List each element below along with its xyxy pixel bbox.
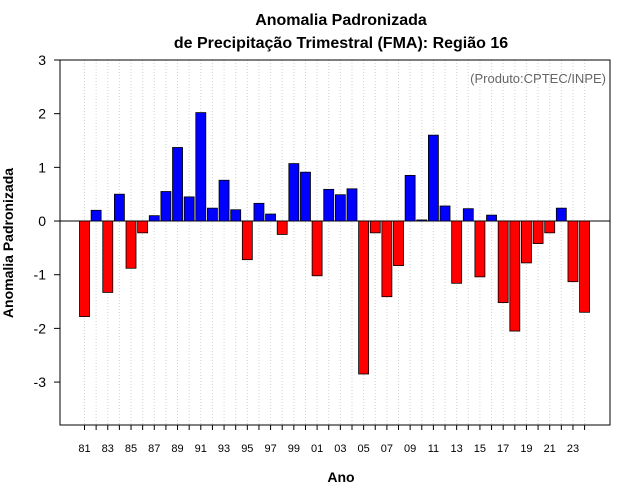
bar-23 [567, 220, 579, 283]
bar-84 [113, 193, 125, 222]
x-tick-label: 93 [218, 443, 230, 455]
x-tick-label: 03 [334, 443, 346, 455]
bar-89 [172, 147, 183, 222]
bar-15 [474, 220, 486, 278]
x-tick-label: 09 [404, 443, 416, 455]
x-tick-label: 01 [311, 443, 323, 455]
x-tick-label: 91 [195, 443, 207, 455]
chart-title: Anomalia Padronizada [255, 12, 427, 29]
bar-13 [451, 220, 463, 284]
bar-92 [207, 207, 218, 222]
bar-20 [532, 220, 544, 244]
y-tick-label: 2 [38, 106, 46, 122]
y-tick-label: -2 [34, 320, 47, 336]
x-tick-label: 23 [567, 443, 579, 455]
bar-87 [148, 215, 160, 222]
bars [79, 112, 590, 375]
bar-83 [102, 220, 114, 293]
x-tick-label: 05 [357, 443, 369, 455]
y-tick-label: -3 [34, 374, 47, 390]
plot-frame [59, 59, 611, 426]
x-tick-label: 95 [241, 443, 253, 455]
bar-19 [521, 220, 532, 264]
x-tick-label: 13 [451, 443, 463, 455]
bar-05 [358, 220, 370, 375]
bar-00 [300, 171, 311, 222]
x-tick-label: 11 [428, 443, 439, 455]
bar-10 [416, 219, 428, 222]
y-tick-label: 3 [38, 52, 46, 68]
x-tick-label: 83 [102, 443, 114, 455]
credit-label: (Produto:CPTEC/INPE) [470, 71, 606, 86]
bar-09 [404, 175, 416, 222]
x-tick-label: 89 [171, 443, 183, 455]
bar-91 [195, 112, 207, 222]
x-tick-label: 15 [474, 443, 486, 455]
bar-21 [544, 220, 556, 234]
bar-02 [323, 188, 335, 222]
bar-99 [288, 163, 300, 222]
bar-95 [241, 220, 253, 261]
bar-90 [183, 196, 195, 222]
bar-16 [486, 214, 497, 222]
x-tick-label: 87 [148, 443, 160, 455]
bar-85 [125, 220, 137, 269]
y-tick-label: -1 [34, 267, 47, 283]
chart-subtitle: de Precipitação Trimestral (FMA): Região… [174, 35, 508, 52]
x-tick-label: 81 [78, 443, 90, 455]
y-axis: 3 2 1 0 -1 -2 -3 [34, 52, 60, 390]
bar-07 [381, 220, 393, 298]
y-axis-title: Anomalia Padronizada [0, 168, 16, 318]
bar-96 [253, 202, 265, 222]
x-axis-title: Ano [327, 469, 354, 485]
bar-06 [369, 220, 381, 234]
x-tick-label: 19 [520, 443, 532, 455]
x-tick-label: 07 [381, 443, 393, 455]
bar-12 [439, 205, 451, 222]
bar-14 [462, 208, 474, 222]
bar-97 [265, 213, 276, 222]
bar-17 [497, 220, 509, 304]
x-tick-label: 21 [544, 443, 556, 455]
bar-22 [555, 207, 567, 222]
bar-88 [160, 191, 172, 222]
x-tick-label: 17 [497, 443, 509, 455]
bar-24 [579, 220, 590, 313]
bar-86 [137, 220, 149, 234]
bar-93 [218, 179, 230, 222]
y-tick-label: 1 [38, 159, 46, 175]
x-tick-label: 97 [264, 443, 276, 455]
x-axis: 81 83 85 87 89 91 93 95 97 99 01 03 05 07 09 11 13 15 17 19… [78, 425, 586, 455]
bar-08 [393, 220, 404, 266]
bar-03 [334, 194, 346, 222]
x-tick-label: 85 [125, 443, 137, 455]
bar-81 [79, 220, 90, 317]
bar-82 [90, 209, 102, 222]
bar-11 [427, 134, 439, 222]
bar-94 [230, 209, 242, 222]
bar-18 [509, 220, 521, 332]
x-tick-label: 99 [288, 443, 300, 455]
grid-lines [84, 60, 586, 425]
bar-01 [311, 220, 323, 277]
bar-98 [276, 220, 288, 235]
y-tick-label: 0 [38, 213, 46, 229]
bar-04 [346, 188, 358, 222]
